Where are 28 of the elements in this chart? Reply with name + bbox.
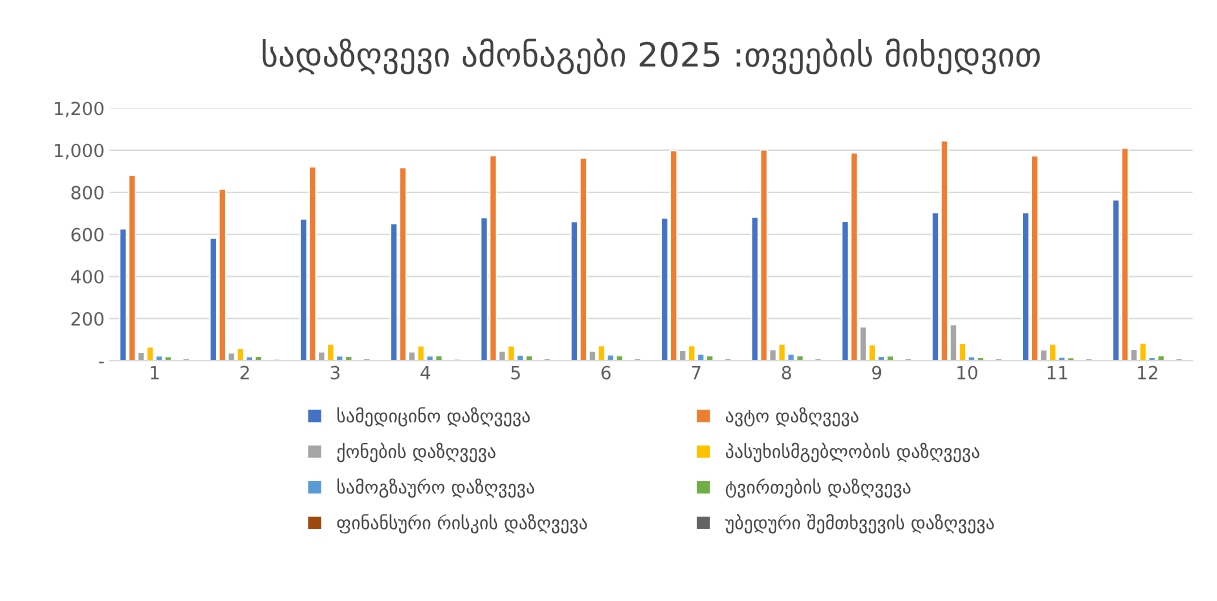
x-tick-label: 4 <box>420 366 431 380</box>
x-tick-label: 10 <box>957 365 978 380</box>
x-tick-label: 12 <box>1138 365 1158 380</box>
chart-title: სადაზღვევი ამონაგები 2025 :თვეების მიხედვით <box>262 38 1040 75</box>
y-tick-label: 1,000 <box>54 143 104 160</box>
legend-label: სამოგზაურო დაზღვევა <box>337 478 535 498</box>
legend-label: ფინანსური რისკის დაზღვევა <box>337 514 587 534</box>
x-tick-label: 2 <box>240 365 249 380</box>
x-tick-label: 8 <box>781 365 791 380</box>
y-tick-label: 200 <box>71 311 104 326</box>
y-tick-label: 400 <box>71 269 104 284</box>
x-tick-label: 9 <box>872 365 882 380</box>
legend-label: პასუხისმგებლობის დაზღვევა <box>725 442 980 463</box>
y-tick-label: 600 <box>71 227 104 242</box>
y-tick-label: 1,200 <box>54 101 104 118</box>
legend-label: ავტო დაზღვევა <box>725 407 859 427</box>
y-tick-label: 800 <box>71 185 104 200</box>
x-tick-label: 1 <box>150 366 159 380</box>
legend-label: ქონების დაზღვევა <box>337 442 496 463</box>
legend-label: სამედიცინო დაზღვევა <box>337 407 530 427</box>
legend-label: ტვირთების დაზღვევა <box>725 478 911 498</box>
x-tick-label: 11 <box>1047 366 1068 380</box>
x-tick-label: 7 <box>691 366 701 380</box>
x-tick-label: 3 <box>330 365 340 380</box>
y-tick-label: - <box>99 361 104 364</box>
x-tick-label: 6 <box>601 365 611 380</box>
x-tick-label: 5 <box>511 366 520 380</box>
legend-label: უბედური შემთხვევის დაზღვევა <box>725 514 994 534</box>
